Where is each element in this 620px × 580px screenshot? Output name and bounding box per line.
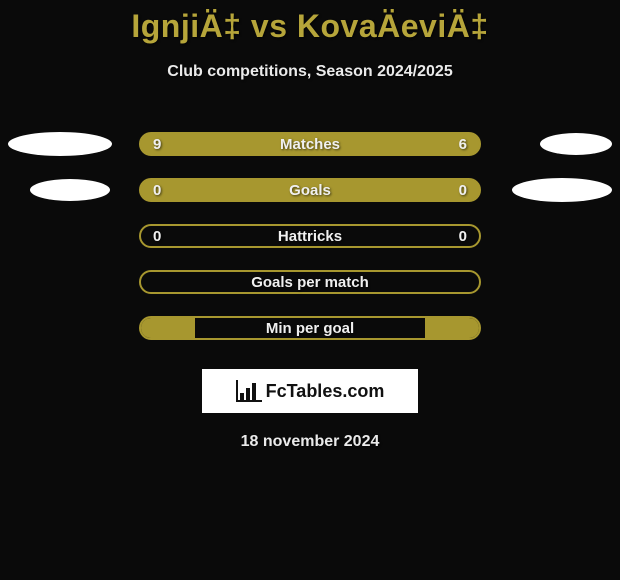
bar-fill-right [425,318,479,338]
footer-date: 18 november 2024 [0,433,620,451]
bar-chart-icon [236,380,262,402]
page-title: IgnjiÄ‡ vs KovaÄeviÄ‡ [0,8,620,45]
stat-bar: 0 Goals 0 [139,178,481,202]
player-right-marker [540,133,612,155]
stat-rows: 9 Matches 6 0 Goals 0 0 Hattricks 0 Goals per mat… [0,121,620,351]
stat-label: Matches [280,136,340,153]
player-left-marker [30,179,110,201]
stat-value-right: 6 [459,136,467,153]
stat-value-right: 0 [459,182,467,199]
stat-bar: Goals per match [139,270,481,294]
stats-card: IgnjiÄ‡ vs KovaÄeviÄ‡ Club competitions,… [0,0,620,580]
stat-row: 0 Goals 0 [0,167,620,213]
player-left-marker [8,132,112,156]
stat-value-left: 0 [153,228,161,245]
stat-bar: 0 Hattricks 0 [139,224,481,248]
stat-value-right: 0 [459,228,467,245]
stat-label: Hattricks [278,228,342,245]
stat-row: 0 Hattricks 0 [0,213,620,259]
stat-row: Goals per match [0,259,620,305]
brand-text: FcTables.com [266,381,385,402]
stat-row: 9 Matches 6 [0,121,620,167]
stat-bar: Min per goal [139,316,481,340]
brand-logo-box[interactable]: FcTables.com [202,369,418,413]
stat-bar: 9 Matches 6 [139,132,481,156]
stat-label: Min per goal [266,320,354,337]
stat-value-left: 9 [153,136,161,153]
page-subtitle: Club competitions, Season 2024/2025 [0,63,620,81]
bar-fill-left [141,318,195,338]
player-right-marker [512,178,612,202]
stat-label: Goals per match [251,274,369,291]
stat-value-left: 0 [153,182,161,199]
stat-row: Min per goal [0,305,620,351]
stat-label: Goals [289,182,331,199]
